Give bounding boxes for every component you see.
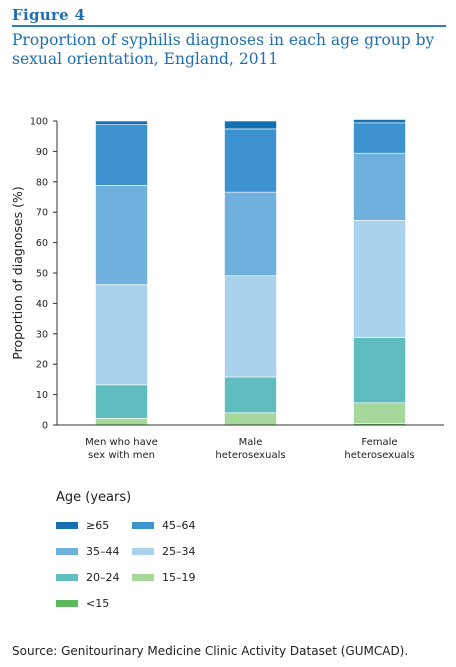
legend-title: Age (years) xyxy=(56,490,132,505)
bar-segment xyxy=(224,412,277,426)
y-tick-label: 100 xyxy=(30,117,48,128)
legend-swatch xyxy=(56,573,78,581)
stacked-bar-chart: 0 10 20 30 40 50 60 70 80 90 100 Men who have sex w… xyxy=(10,117,444,461)
legend-label: 45–64 xyxy=(162,518,196,532)
x-axis: Men who have sex with men Male heterosexual… xyxy=(57,424,444,461)
bar-segment xyxy=(224,275,277,378)
bar-segment xyxy=(224,191,277,277)
bar-segment xyxy=(95,418,148,426)
y-tick-label: 40 xyxy=(36,299,48,310)
y-tick-label: 90 xyxy=(36,147,48,158)
legend-swatch xyxy=(132,573,154,581)
legend-label: 20–24 xyxy=(86,570,120,584)
legend-item: 25–34 xyxy=(132,544,196,558)
legend-item: ≥65 xyxy=(56,518,109,532)
legend-item: 15–19 xyxy=(132,570,196,584)
source-note: Source: Genitourinary Medicine Clinic Ac… xyxy=(12,644,409,658)
legend-swatch xyxy=(56,521,78,529)
legend-item: 35–44 xyxy=(56,544,120,558)
bar-segment xyxy=(95,120,148,125)
bars xyxy=(95,119,406,426)
legend-swatch xyxy=(56,547,78,555)
y-tick-label: 30 xyxy=(36,329,48,340)
x-tick-label: sex with men xyxy=(88,450,155,461)
legend-item: 45–64 xyxy=(132,518,196,532)
x-tick-label: Female xyxy=(361,437,397,448)
legend-swatch xyxy=(56,599,78,607)
x-tick-label: heterosexuals xyxy=(344,450,414,461)
y-tick-label: 0 xyxy=(42,421,48,432)
chart-title: Proportion of syphilis diagnoses in each… xyxy=(12,31,435,68)
legend-swatch xyxy=(132,521,154,529)
bar-segment xyxy=(95,284,148,386)
bar-segment xyxy=(353,122,406,154)
y-tick-label: 10 xyxy=(36,390,48,401)
y-axis: 0 10 20 30 40 50 60 70 80 90 100 xyxy=(30,117,58,432)
legend-item: <15 xyxy=(56,596,109,610)
x-tick-label: heterosexuals xyxy=(215,450,285,461)
bar-segment xyxy=(353,402,406,424)
legend-swatch xyxy=(132,547,154,555)
bar-segment xyxy=(353,119,406,124)
y-tick-label: 60 xyxy=(36,238,48,249)
y-tick-label: 50 xyxy=(36,269,48,280)
figure-label: Figure 4 xyxy=(12,6,86,24)
x-tick-label: Male xyxy=(239,437,263,448)
bar-segment xyxy=(95,185,148,285)
bar-segment xyxy=(95,384,148,419)
y-tick-label: 20 xyxy=(36,360,48,371)
bar-segment xyxy=(224,376,277,414)
legend-label: 35–44 xyxy=(86,544,120,558)
x-tick-label: Men who have xyxy=(85,437,158,448)
legend-item: 20–24 xyxy=(56,570,120,584)
legend-label: 15–19 xyxy=(162,570,196,584)
bar-segment xyxy=(353,152,406,221)
bar-segment xyxy=(353,337,406,404)
legend-label: 25–34 xyxy=(162,544,196,558)
legend: Age (years) ≥65 45–64 35–44 25–34 20–24 15–19… xyxy=(56,490,356,610)
y-tick-label: 70 xyxy=(36,208,48,219)
bar-segment xyxy=(353,220,406,338)
legend-label: <15 xyxy=(86,596,110,610)
bar-segment xyxy=(224,128,277,193)
bar-segment xyxy=(224,120,277,130)
y-tick-label: 80 xyxy=(36,177,48,188)
legend-label: ≥65 xyxy=(86,518,110,532)
bar-segment xyxy=(95,124,148,186)
y-axis-label: Proportion of diagnoses (%) xyxy=(10,186,25,359)
title-rule xyxy=(12,25,446,27)
